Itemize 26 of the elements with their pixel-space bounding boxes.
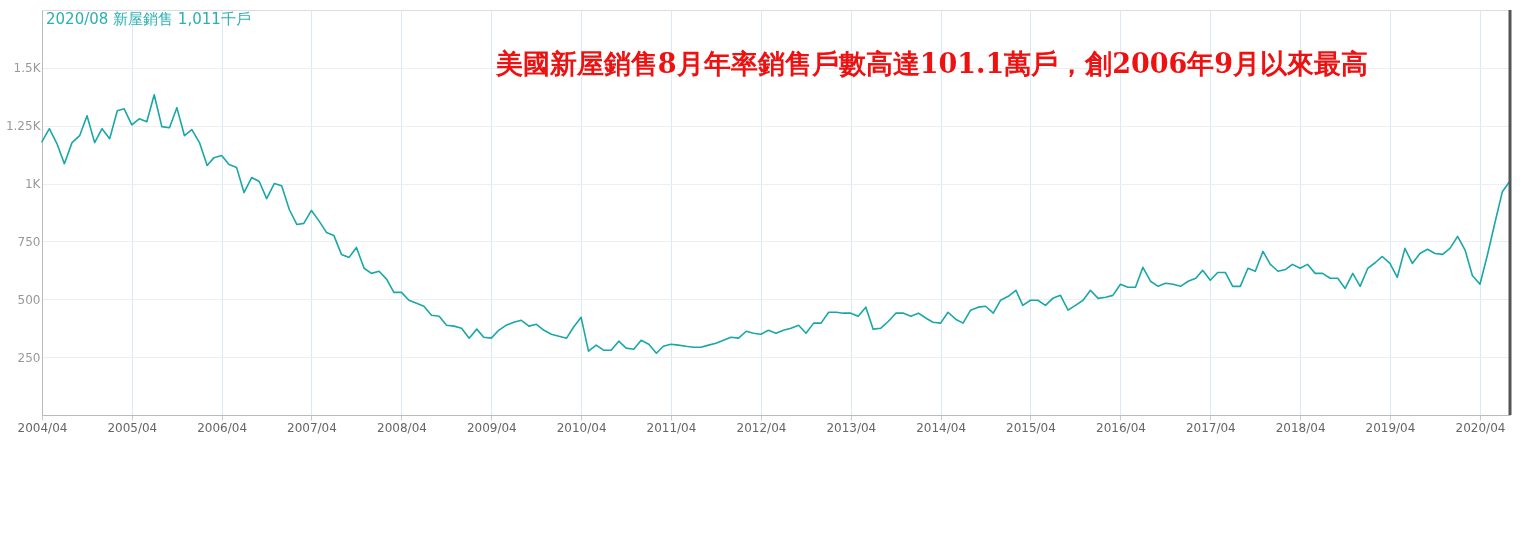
line-series — [41, 93, 1511, 355]
y-tick-label: 1.25K — [5, 119, 42, 134]
x-tick-label: 2011/04 — [646, 420, 697, 435]
x-tick-label: 2015/04 — [1006, 420, 1056, 435]
x-tick-label: 2014/04 — [916, 420, 967, 435]
y-tick-label: 750 — [17, 234, 41, 249]
annotation: 2020/08 新屋銷售 1,011千戶 — [46, 10, 251, 28]
x-tick-label: 2006/04 — [197, 420, 248, 435]
x-tick-label: 2016/04 — [1096, 420, 1146, 435]
x-tick-label: 2019/04 — [1365, 420, 1416, 435]
y-tick-label: 1.5K — [13, 61, 42, 76]
x-tick-label: 2009/04 — [466, 420, 517, 435]
x-tick-label: 2012/04 — [736, 420, 787, 435]
x-tick-label: 2010/04 — [556, 420, 607, 435]
y-tick-label: 250 — [17, 350, 41, 365]
x-tick-label: 2007/04 — [287, 420, 337, 435]
x-tick-label: 2017/04 — [1185, 420, 1236, 435]
x-tick-label: 2008/04 — [377, 420, 427, 435]
x-tick-label: 2013/04 — [826, 420, 877, 435]
x-tick-label: 2004/04 — [17, 420, 68, 435]
x-tick-label: 2018/04 — [1275, 420, 1326, 435]
x-tick-label: 2005/04 — [107, 420, 158, 435]
text: 美國新屋銷售8月年率銷售戶數高達101.1萬戶，創2006年9月以來最高 — [494, 48, 1369, 79]
y-tick-label: 500 — [17, 292, 41, 307]
x-tick-label: 2020/04 — [1455, 420, 1506, 435]
y-tick-label: 1K — [24, 177, 42, 192]
